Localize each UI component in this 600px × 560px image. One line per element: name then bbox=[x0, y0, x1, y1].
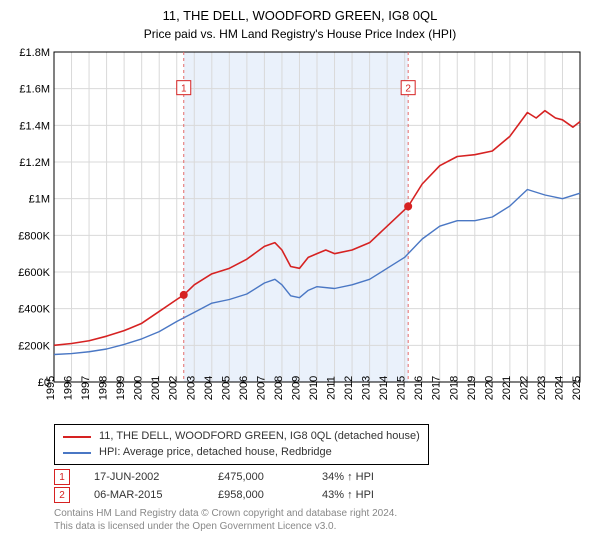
footnote-line: This data is licensed under the Open Gov… bbox=[54, 520, 588, 533]
svg-text:2008: 2008 bbox=[273, 376, 285, 400]
svg-text:£600K: £600K bbox=[18, 267, 50, 279]
svg-text:2004: 2004 bbox=[203, 376, 215, 400]
svg-text:£400K: £400K bbox=[18, 304, 50, 316]
svg-text:2009: 2009 bbox=[290, 376, 302, 400]
svg-text:2018: 2018 bbox=[448, 376, 460, 400]
svg-text:£1.2M: £1.2M bbox=[19, 157, 50, 169]
svg-text:2010: 2010 bbox=[308, 376, 320, 400]
svg-text:2013: 2013 bbox=[361, 376, 373, 400]
svg-text:2: 2 bbox=[405, 84, 411, 95]
svg-text:1998: 1998 bbox=[98, 376, 110, 400]
svg-text:2024: 2024 bbox=[553, 376, 565, 400]
svg-text:1997: 1997 bbox=[80, 376, 92, 400]
svg-text:2003: 2003 bbox=[185, 376, 197, 400]
svg-text:2021: 2021 bbox=[501, 376, 513, 400]
svg-text:2025: 2025 bbox=[571, 376, 583, 400]
legend: 11, THE DELL, WOODFORD GREEN, IG8 0QL (d… bbox=[54, 424, 429, 465]
svg-text:2023: 2023 bbox=[536, 376, 548, 400]
transaction-row: 2 06-MAR-2015 £958,000 43% ↑ HPI bbox=[54, 487, 588, 503]
transaction-price: £475,000 bbox=[218, 471, 298, 483]
svg-text:2017: 2017 bbox=[431, 376, 443, 400]
svg-text:2014: 2014 bbox=[378, 376, 390, 400]
transaction-date: 17-JUN-2002 bbox=[94, 471, 194, 483]
svg-text:2007: 2007 bbox=[255, 376, 267, 400]
footnote: Contains HM Land Registry data © Crown c… bbox=[54, 507, 588, 533]
svg-text:2000: 2000 bbox=[133, 376, 145, 400]
svg-text:2019: 2019 bbox=[466, 376, 478, 400]
svg-text:£1M: £1M bbox=[29, 194, 50, 206]
legend-swatch bbox=[63, 452, 91, 454]
svg-text:2022: 2022 bbox=[518, 376, 530, 400]
svg-text:2011: 2011 bbox=[326, 377, 338, 401]
svg-text:£1.8M: £1.8M bbox=[19, 48, 50, 59]
chart-subtitle: Price paid vs. HM Land Registry's House … bbox=[12, 27, 588, 43]
svg-text:1: 1 bbox=[181, 84, 187, 95]
transaction-badge: 2 bbox=[54, 487, 70, 503]
line-chart: £0£200K£400K£600K£800K£1M£1.2M£1.4M£1.6M… bbox=[12, 48, 588, 418]
svg-text:1995: 1995 bbox=[45, 376, 57, 400]
svg-text:2005: 2005 bbox=[220, 376, 232, 400]
legend-item: 11, THE DELL, WOODFORD GREEN, IG8 0QL (d… bbox=[63, 429, 420, 444]
chart-title: 11, THE DELL, WOODFORD GREEN, IG8 0QL bbox=[12, 8, 588, 25]
svg-text:2016: 2016 bbox=[413, 376, 425, 400]
svg-text:1999: 1999 bbox=[115, 376, 127, 400]
svg-text:£1.4M: £1.4M bbox=[19, 121, 50, 133]
svg-text:2012: 2012 bbox=[343, 376, 355, 400]
legend-label: HPI: Average price, detached house, Redb… bbox=[99, 445, 332, 460]
svg-text:2020: 2020 bbox=[483, 376, 495, 400]
transaction-relative: 34% ↑ HPI bbox=[322, 471, 374, 483]
svg-text:2002: 2002 bbox=[168, 376, 180, 400]
svg-text:£1.6M: £1.6M bbox=[19, 84, 50, 96]
svg-text:£200K: £200K bbox=[18, 341, 50, 353]
footnote-line: Contains HM Land Registry data © Crown c… bbox=[54, 507, 588, 520]
svg-text:1996: 1996 bbox=[63, 376, 75, 400]
svg-text:2006: 2006 bbox=[238, 376, 250, 400]
transaction-table: 1 17-JUN-2002 £475,000 34% ↑ HPI 2 06-MAR-201… bbox=[54, 469, 588, 503]
transaction-row: 1 17-JUN-2002 £475,000 34% ↑ HPI bbox=[54, 469, 588, 485]
svg-text:2015: 2015 bbox=[396, 376, 408, 400]
transaction-date: 06-MAR-2015 bbox=[94, 489, 194, 501]
svg-text:2001: 2001 bbox=[150, 376, 162, 400]
legend-label: 11, THE DELL, WOODFORD GREEN, IG8 0QL (d… bbox=[99, 429, 420, 444]
legend-swatch bbox=[63, 436, 91, 438]
svg-text:£800K: £800K bbox=[18, 231, 50, 243]
transaction-relative: 43% ↑ HPI bbox=[322, 489, 374, 501]
legend-item: HPI: Average price, detached house, Redb… bbox=[63, 445, 420, 460]
transaction-badge: 1 bbox=[54, 469, 70, 485]
transaction-price: £958,000 bbox=[218, 489, 298, 501]
